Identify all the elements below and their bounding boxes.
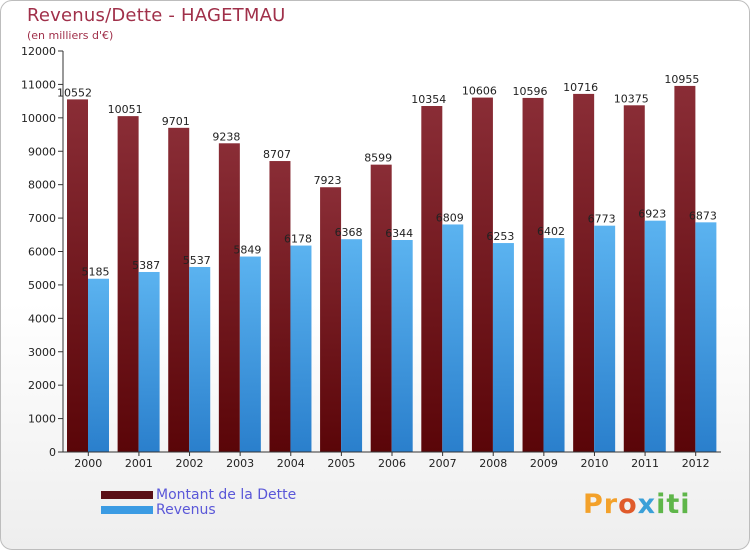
chart-title: Revenus/Dette - HAGETMAU [27,5,286,26]
y-tick-label: 5000 [28,279,56,292]
data-label-dette: 10596 [513,85,548,98]
logo-part: x [637,489,657,520]
x-tick-label: 2012 [682,457,710,470]
bar-revenus [442,224,464,452]
bar-dette [67,99,88,453]
bar-revenus [695,222,717,452]
chart-subtitle: (en milliers d'€) [27,29,114,42]
x-tick-label: 2009 [530,457,558,470]
y-tick-label: 0 [49,446,56,459]
bar-revenus [239,256,261,452]
y-tick-label: 1000 [28,413,56,426]
data-label-dette: 8707 [263,148,291,161]
legend-swatch-revenus [101,506,153,514]
x-tick-label: 2007 [429,457,457,470]
data-label-revenus: 5387 [132,259,160,272]
y-tick-label: 9000 [28,145,56,158]
legend-label-dette: Montant de la Dette [156,487,297,503]
bar-revenus [543,238,565,452]
data-label-dette: 10051 [108,103,143,116]
data-label-dette: 10606 [462,85,497,98]
x-tick-label: 2008 [479,457,507,470]
data-label-revenus: 6253 [486,230,514,243]
data-label-revenus: 6402 [537,225,565,238]
y-tick-label: 2000 [28,379,56,392]
data-label-revenus: 5185 [82,266,110,279]
bar-revenus [492,243,514,452]
x-tick-label: 2011 [631,457,659,470]
y-tick-label: 12000 [21,45,56,58]
bar-dette [320,187,342,452]
logo-part: Pr [583,489,619,520]
x-tick-label: 2003 [226,457,254,470]
proxiti-logo: Proxiti [583,489,691,520]
data-label-dette: 10552 [57,86,92,99]
data-label-revenus: 5537 [183,254,211,267]
bar-dette [218,143,240,453]
bar-dette [117,116,139,452]
y-tick-label: 10000 [21,112,56,125]
data-label-revenus: 6873 [689,209,717,222]
data-label-revenus: 6773 [588,213,616,226]
y-tick-label: 8000 [28,179,56,192]
x-tick-label: 2002 [176,457,204,470]
legend-swatch-dette [101,491,153,499]
bar-dette [168,127,190,452]
data-label-dette: 10375 [614,92,649,105]
bar-dette [370,164,392,452]
bar-dette [674,85,696,453]
bar-revenus [341,239,363,452]
y-tick-label: 7000 [28,212,56,225]
y-tick-label: 4000 [28,312,56,325]
bar-revenus [138,271,160,452]
bar-dette [471,97,493,453]
data-label-dette: 9701 [162,115,190,128]
data-label-revenus: 6809 [436,211,464,224]
data-label-revenus: 6178 [284,233,312,246]
data-label-dette: 10354 [411,93,446,106]
bar-revenus [290,245,312,452]
data-label-dette: 7923 [314,174,342,187]
data-label-revenus: 6344 [385,227,413,240]
bar-dette [421,106,443,452]
bar-dette [269,161,291,452]
logo-part: o [618,489,638,520]
logo-part: iti [656,489,691,520]
data-label-dette: 10716 [563,81,598,94]
x-tick-label: 2001 [125,457,153,470]
data-label-revenus: 5849 [233,244,261,257]
y-tick-label: 6000 [28,246,56,259]
data-label-revenus: 6368 [335,226,363,239]
y-tick-label: 3000 [28,346,56,359]
bar-revenus [189,266,211,452]
data-label-dette: 8599 [364,152,392,165]
x-tick-label: 2000 [74,457,102,470]
bar-revenus [88,278,109,452]
x-tick-label: 2010 [580,457,608,470]
bar-dette [623,105,645,452]
bar-dette [573,93,595,453]
data-label-revenus: 6923 [638,208,666,221]
data-label-dette: 10955 [664,73,699,86]
bar-revenus [644,220,666,452]
x-tick-label: 2006 [378,457,406,470]
legend-label-revenus: Revenus [156,502,216,518]
bar-revenus [391,240,413,452]
x-tick-label: 2005 [327,457,355,470]
data-label-dette: 9238 [212,130,240,143]
bar-revenus [594,225,616,452]
x-tick-label: 2004 [277,457,305,470]
y-tick-label: 11000 [21,78,56,91]
bar-dette [522,97,544,453]
